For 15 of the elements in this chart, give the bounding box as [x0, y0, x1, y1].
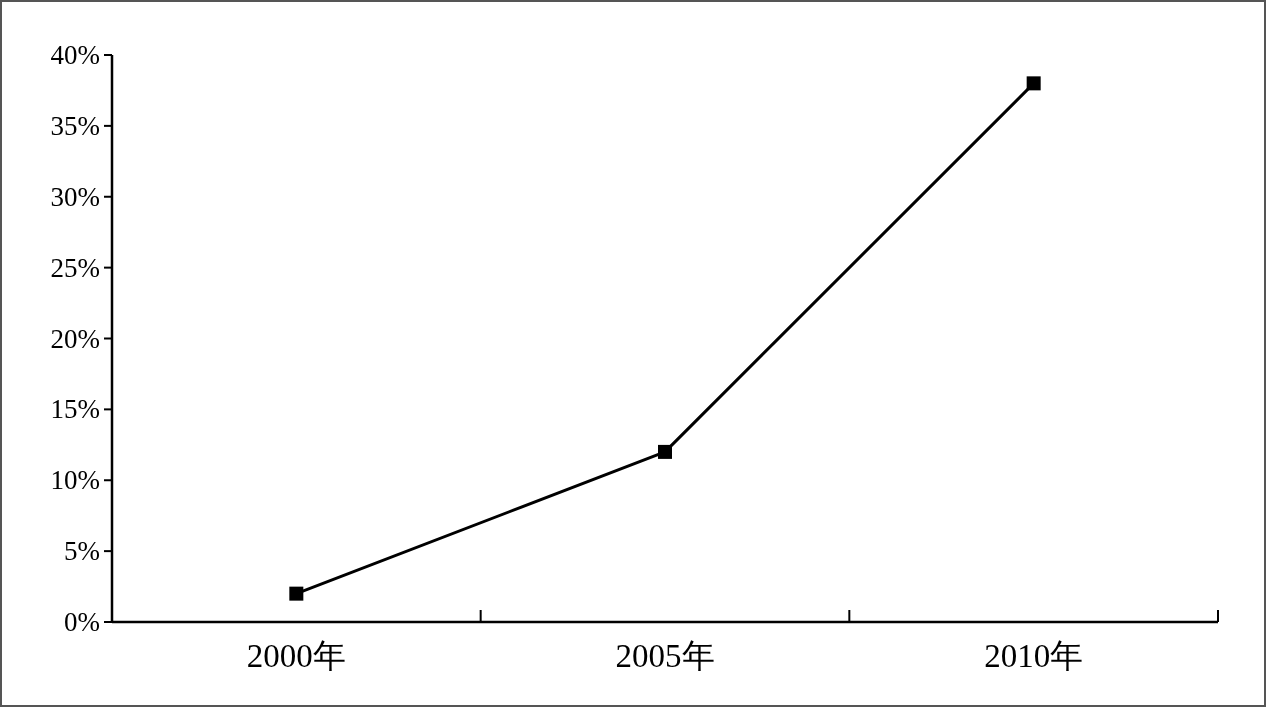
- y-tick-label: 30%: [50, 181, 100, 212]
- y-tick-label: 5%: [64, 536, 100, 567]
- x-tick-label: 2010年: [984, 638, 1084, 674]
- y-tick-label: 0%: [64, 607, 100, 637]
- y-tick-label: 20%: [50, 323, 100, 354]
- y-tick-label: 25%: [50, 252, 100, 283]
- y-tick-label: 15%: [50, 394, 100, 425]
- y-tick-label: 10%: [50, 465, 100, 496]
- point: [658, 444, 672, 459]
- point: [289, 586, 304, 601]
- y-tick-label: 40%: [50, 40, 100, 70]
- point: [1026, 76, 1041, 91]
- y-tick-label: 35%: [50, 110, 100, 141]
- x-tick-label: 2005年: [615, 638, 715, 674]
- x-tick-label: 2000年: [246, 638, 346, 674]
